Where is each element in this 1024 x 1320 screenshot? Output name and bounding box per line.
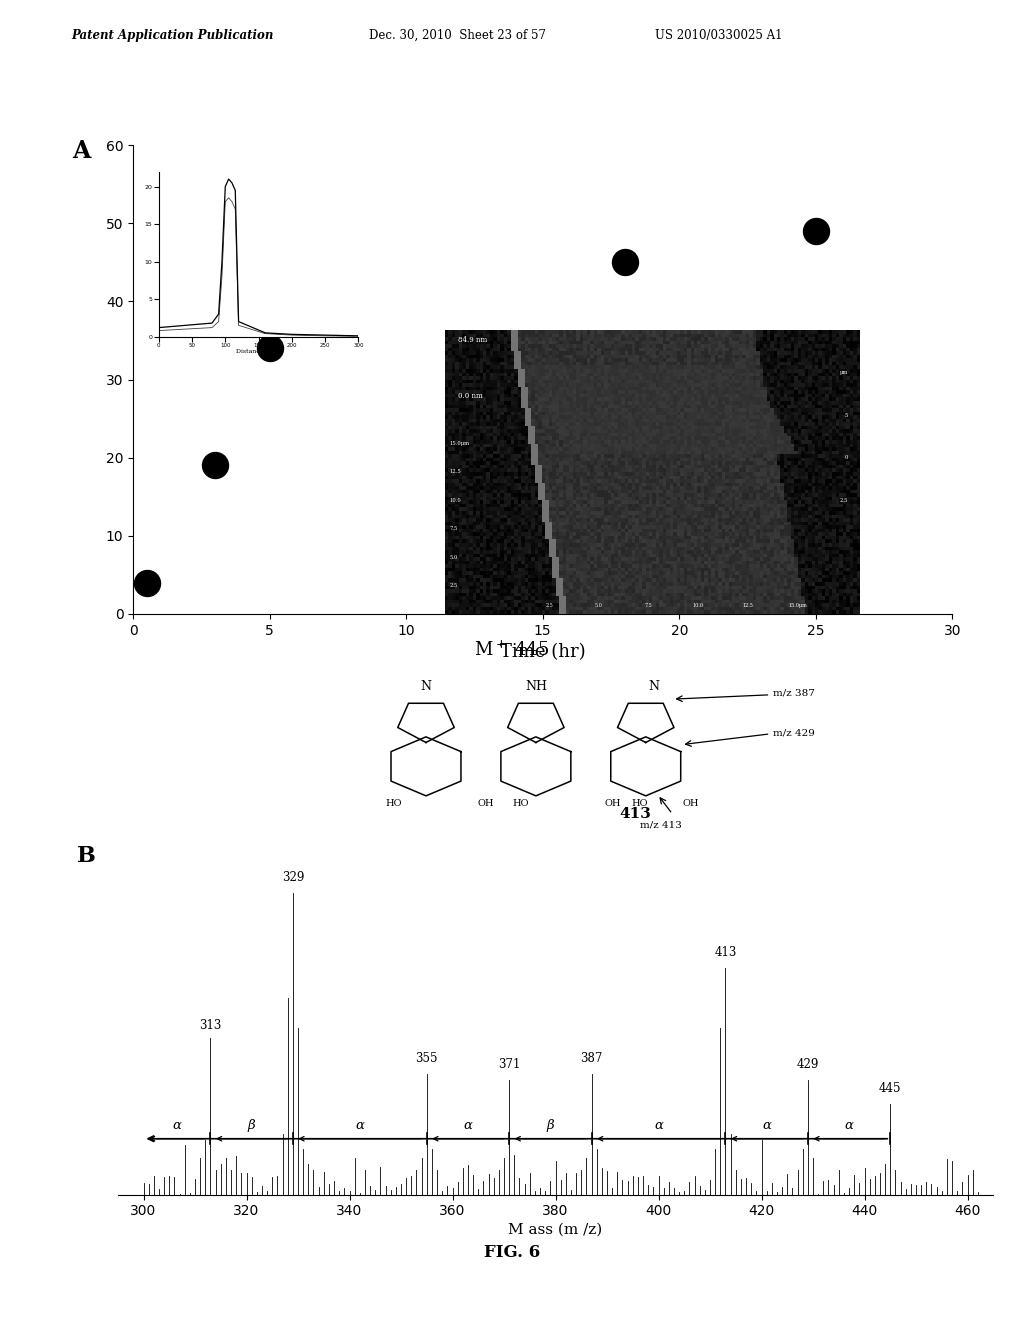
Text: 413: 413 — [715, 946, 736, 960]
Text: 5.0: 5.0 — [450, 554, 458, 560]
X-axis label: M ass (m /z): M ass (m /z) — [508, 1222, 603, 1237]
Text: 7.5: 7.5 — [450, 527, 458, 531]
Text: α: α — [845, 1119, 854, 1133]
Text: μm: μm — [840, 370, 848, 375]
Text: 2.5: 2.5 — [545, 603, 553, 609]
Text: m/z 429: m/z 429 — [773, 729, 815, 737]
Text: HO: HO — [385, 799, 401, 808]
Text: α: α — [464, 1119, 472, 1133]
Text: α: α — [762, 1119, 771, 1133]
Text: HO: HO — [632, 799, 648, 808]
Text: NH: NH — [525, 680, 547, 693]
Text: 387: 387 — [581, 1052, 603, 1065]
Text: 0: 0 — [845, 455, 848, 461]
Text: 12.5: 12.5 — [450, 470, 462, 474]
Text: α: α — [355, 1119, 365, 1133]
Text: HO: HO — [513, 799, 529, 808]
X-axis label: Distance (nm): Distance (nm) — [237, 350, 281, 354]
Text: A: A — [72, 139, 90, 162]
Text: 12.5: 12.5 — [742, 603, 754, 609]
Text: N: N — [649, 680, 659, 693]
Text: 413: 413 — [618, 808, 651, 821]
Text: 15.0μm: 15.0μm — [450, 441, 470, 446]
Text: 5: 5 — [845, 413, 848, 417]
Text: 5.0: 5.0 — [595, 603, 603, 609]
Text: M$^+$ 445: M$^+$ 445 — [474, 640, 550, 660]
Text: α: α — [172, 1119, 181, 1133]
Text: m/z 387: m/z 387 — [773, 688, 815, 697]
Text: 355: 355 — [416, 1052, 438, 1065]
Text: 0.0 nm: 0.0 nm — [458, 392, 482, 400]
Text: US 2010/0330025 A1: US 2010/0330025 A1 — [655, 29, 783, 42]
Text: FIG. 6: FIG. 6 — [484, 1243, 540, 1261]
Text: 7.5: 7.5 — [645, 603, 652, 609]
Text: 10.0: 10.0 — [693, 603, 703, 609]
Text: N: N — [421, 680, 431, 693]
Text: OH: OH — [605, 799, 622, 808]
Text: Patent Application Publication: Patent Application Publication — [72, 29, 274, 42]
Text: 329: 329 — [282, 870, 304, 883]
Text: 84.9 nm: 84.9 nm — [458, 335, 487, 343]
Point — [808, 220, 824, 242]
Text: β: β — [248, 1119, 255, 1133]
Text: OH: OH — [477, 799, 494, 808]
Text: m/z 413: m/z 413 — [640, 821, 682, 829]
Point — [138, 572, 155, 593]
Text: 371: 371 — [498, 1057, 520, 1071]
Text: OH: OH — [682, 799, 698, 808]
Point — [261, 338, 278, 359]
Text: α: α — [654, 1119, 663, 1133]
Point — [616, 252, 633, 273]
Text: B: B — [77, 845, 95, 867]
Text: 10.0: 10.0 — [450, 498, 462, 503]
Text: 2.5: 2.5 — [840, 498, 848, 503]
Text: 429: 429 — [797, 1057, 819, 1071]
Text: 15.0μm: 15.0μm — [788, 603, 807, 609]
Text: 445: 445 — [879, 1082, 901, 1094]
Text: β: β — [547, 1119, 554, 1133]
Text: 2.5: 2.5 — [450, 583, 458, 587]
Text: Dec. 30, 2010  Sheet 23 of 57: Dec. 30, 2010 Sheet 23 of 57 — [369, 29, 546, 42]
Point — [207, 455, 223, 477]
Text: 313: 313 — [200, 1019, 221, 1031]
X-axis label: Time (hr): Time (hr) — [500, 643, 586, 661]
